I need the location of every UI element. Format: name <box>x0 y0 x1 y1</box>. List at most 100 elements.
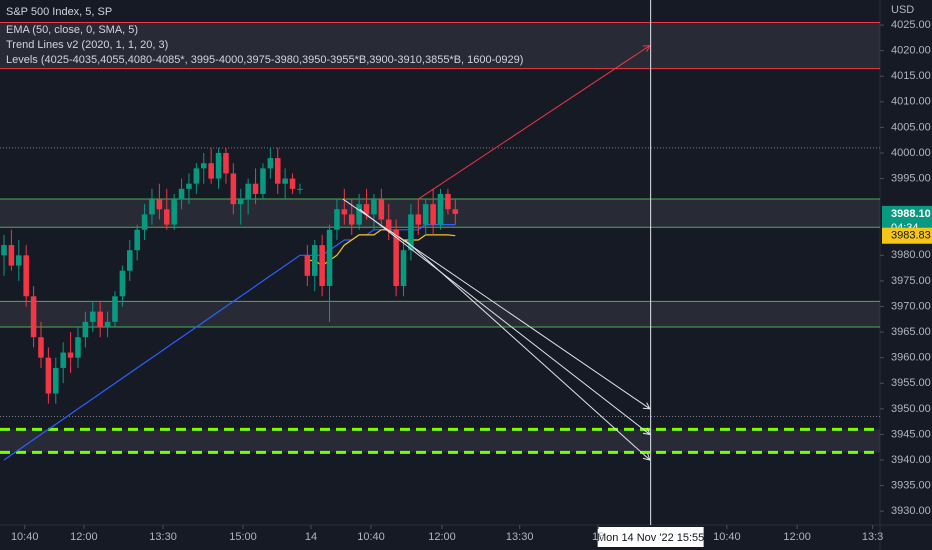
arrow-head <box>642 453 651 461</box>
x-tick-label: 10:40 <box>357 531 385 543</box>
candle-body <box>104 321 111 327</box>
x-tick-label: 12:00 <box>70 531 98 543</box>
arrow-head <box>642 402 651 410</box>
y-tick-label: 3940.00 <box>891 454 931 466</box>
x-tick-label: 12:00 <box>428 531 456 543</box>
candle-body <box>134 229 140 251</box>
x-tick-label: 10:40 <box>713 531 741 543</box>
candle-body <box>326 229 333 287</box>
candle-body <box>282 178 288 184</box>
price-label: 3988.10 <box>891 208 931 220</box>
candle-body <box>97 311 103 327</box>
y-tick-label: 3930.00 <box>891 505 931 517</box>
candle-body <box>156 199 163 210</box>
candle-body <box>252 183 259 194</box>
candle-body <box>430 204 436 225</box>
indicator-line <box>3 224 456 461</box>
y-tick-label: 3960.00 <box>891 352 931 364</box>
candle-body <box>304 255 311 276</box>
y-tick-label: 4015.00 <box>891 70 931 82</box>
candle-body <box>193 168 200 184</box>
candle-body <box>422 204 429 225</box>
candle-body <box>371 199 377 215</box>
zone <box>0 429 880 453</box>
sma-box <box>882 227 932 244</box>
x-tick-label: 15 <box>592 531 604 543</box>
candle-body <box>200 163 207 169</box>
y-tick-label: 4020.00 <box>891 45 931 57</box>
trend-line <box>342 198 651 410</box>
candle-body <box>363 204 370 215</box>
candle-body <box>356 204 362 225</box>
candle-body <box>30 296 37 338</box>
sma-label: 3983.83 <box>891 230 931 242</box>
candle-body <box>171 199 177 225</box>
candle-body <box>437 193 444 225</box>
trend-line <box>359 208 651 435</box>
y-tick-label: 3980.00 <box>891 249 931 261</box>
candle-body <box>38 337 44 358</box>
x-tick-label: 13:30 <box>149 531 177 543</box>
arrow-head <box>642 427 651 436</box>
y-tick-label: 4010.00 <box>891 96 931 108</box>
candle-body <box>289 178 296 189</box>
candle-body <box>341 209 348 215</box>
candle-body <box>311 245 318 276</box>
arrow-head <box>642 44 651 52</box>
candle-body <box>348 214 355 225</box>
candle-body <box>163 209 170 225</box>
candle-body <box>60 352 66 368</box>
candle-body <box>53 367 59 394</box>
candle-body <box>223 152 229 174</box>
y-tick-label: 3965.00 <box>891 326 931 338</box>
candle-body <box>274 158 281 184</box>
candle-body <box>408 214 414 251</box>
x-tick-label: 15:00 <box>229 531 257 543</box>
candle-body <box>141 214 148 230</box>
candle-body <box>297 188 303 190</box>
candle-body <box>400 250 407 287</box>
candle-body <box>90 311 96 322</box>
x-tick-label: 13:3 <box>862 531 883 543</box>
candle-body <box>237 199 244 205</box>
indicator: EMA (50, close, 0, SMA, 5) <box>6 24 138 36</box>
candle-body <box>385 219 392 230</box>
candle-body <box>245 183 251 200</box>
candle-body <box>319 245 325 287</box>
y-tick-label: 3955.00 <box>891 377 931 389</box>
candle-body <box>260 168 266 194</box>
candle-body <box>126 250 133 271</box>
x-tick-label: 14 <box>305 531 317 543</box>
candle-body <box>267 158 274 169</box>
y-tick-label: 3975.00 <box>891 275 931 287</box>
y-tick-label: 4000.00 <box>891 147 931 159</box>
plot <box>0 22 880 461</box>
candle-body <box>334 209 340 230</box>
candle-body <box>112 296 118 322</box>
crosshair-label: Mon 14 Nov '22 15:55 <box>597 532 704 544</box>
chart-title: S&P 500 Index, 5, SP <box>6 6 112 18</box>
indicator: Trend Lines v2 (2020, 1, 1, 20, 3) <box>6 39 168 51</box>
candle-body <box>67 352 74 358</box>
candle-body <box>230 173 237 205</box>
y-tick-label: 4025.00 <box>891 19 931 31</box>
y-tick-label: 3945.00 <box>891 428 931 440</box>
candle-body <box>82 321 89 338</box>
candle-body <box>75 337 81 358</box>
crosshair-box <box>597 527 704 547</box>
candle-body <box>215 152 222 179</box>
x-tick-label: 13:30 <box>506 531 534 543</box>
zone <box>0 22 880 69</box>
candle-body <box>452 209 459 214</box>
candle-body <box>393 229 399 287</box>
candle-body <box>415 214 422 225</box>
x-tick-label: 10:40 <box>11 531 39 543</box>
candle-body <box>378 199 385 220</box>
candle-body <box>186 183 192 189</box>
y-tick-label: 3950.00 <box>891 403 931 415</box>
candle-body <box>23 255 29 297</box>
y-tick-label: 4005.00 <box>891 121 931 133</box>
